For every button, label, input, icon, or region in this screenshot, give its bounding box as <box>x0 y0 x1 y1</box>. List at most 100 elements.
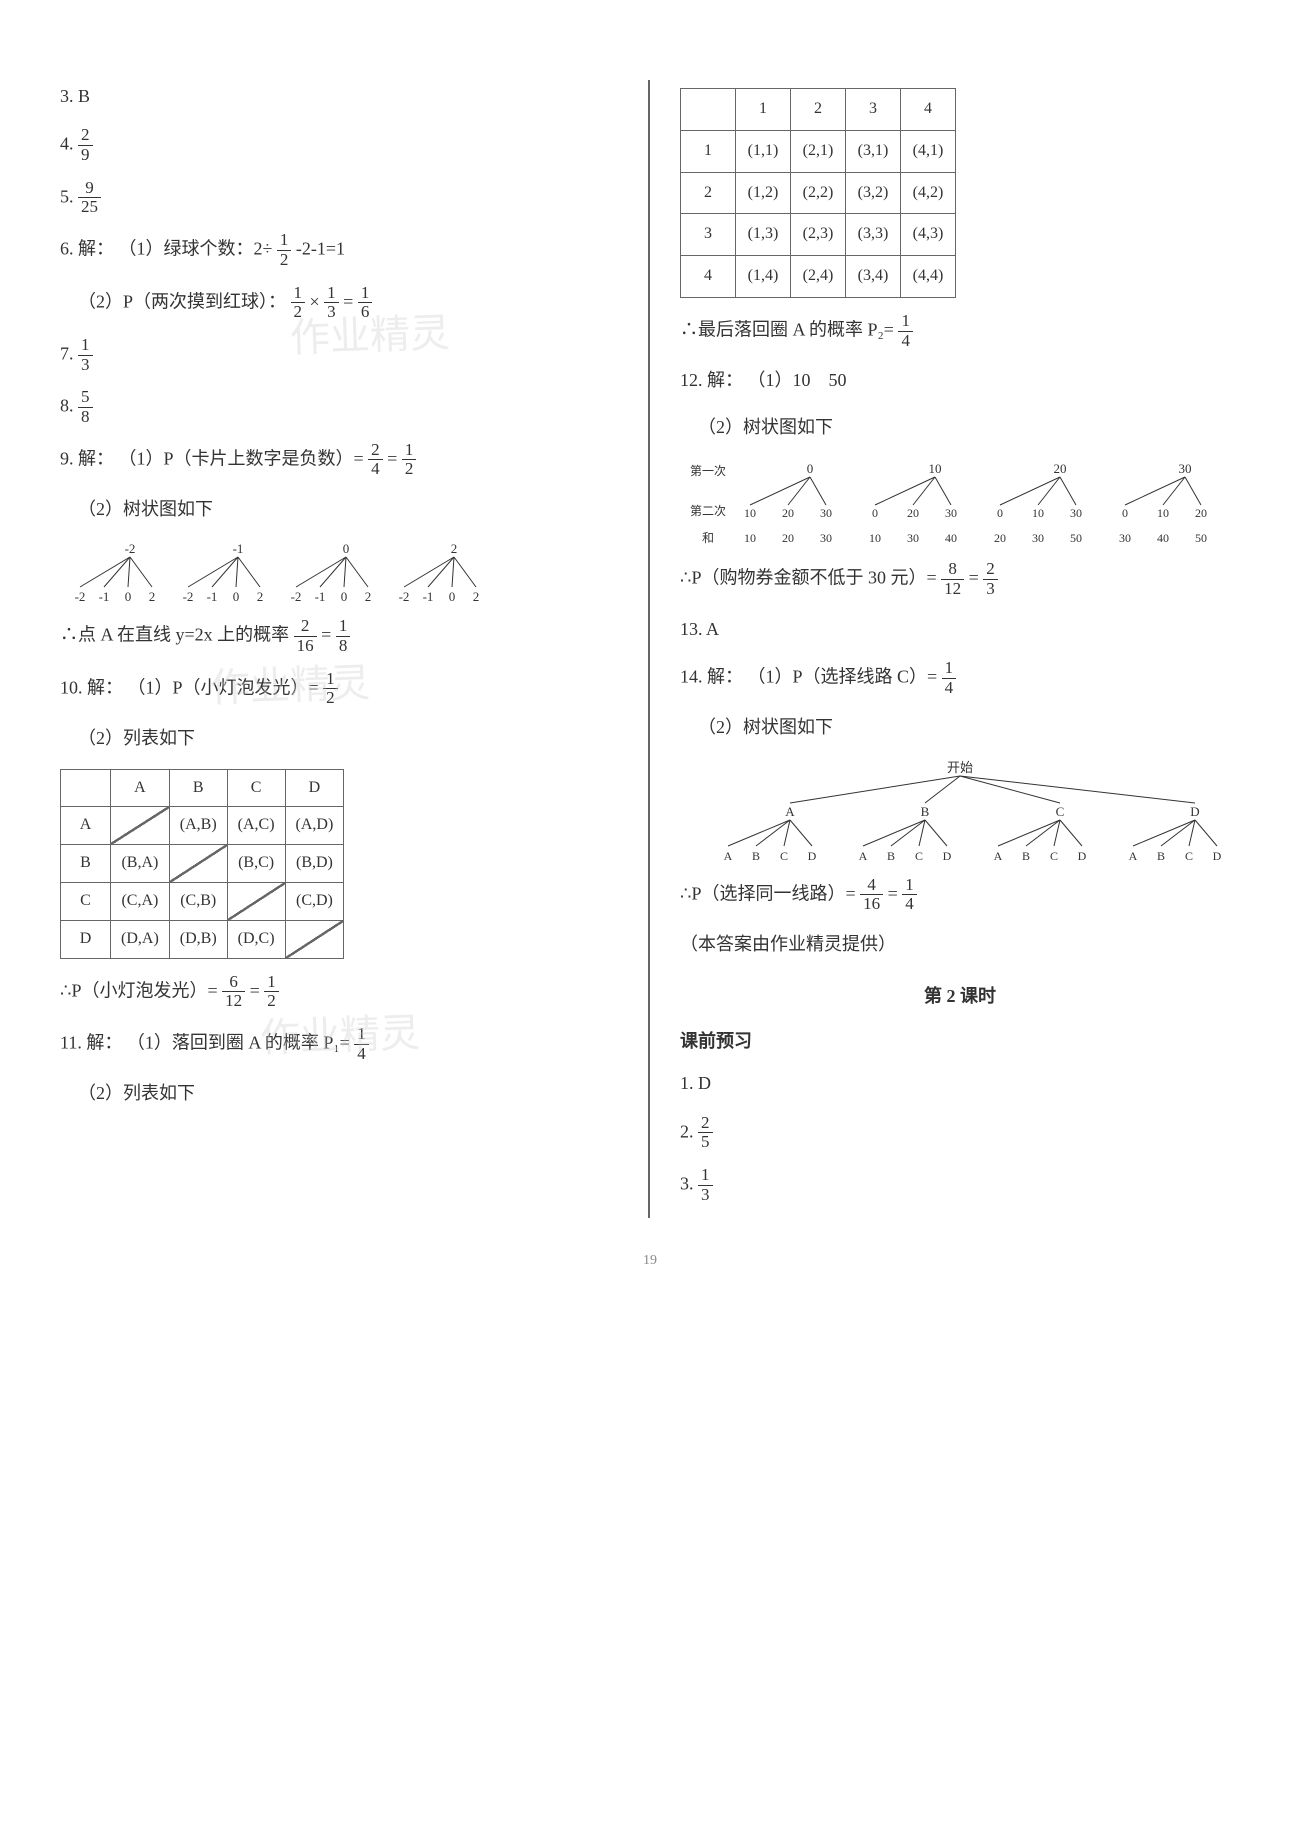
svg-text:0: 0 <box>341 589 348 604</box>
q11-1-frac: 14 <box>354 1025 369 1063</box>
svg-text:-2: -2 <box>125 541 136 556</box>
svg-text:2: 2 <box>149 589 156 604</box>
q12-conc-a: ∴P（购物券金额不低于 30 元）= <box>680 567 941 587</box>
svg-text:10: 10 <box>744 531 756 545</box>
svg-text:20: 20 <box>782 506 794 520</box>
q6-2-frac1: 12 <box>291 284 306 322</box>
q6-frac1: 12 <box>277 231 292 269</box>
q10-conclusion: ∴P（小灯泡发光）= 612 = 12 <box>60 973 618 1011</box>
svg-text:B: B <box>1022 849 1030 863</box>
svg-text:30: 30 <box>820 531 832 545</box>
p2: 2. 25 <box>680 1114 1240 1152</box>
svg-text:B: B <box>1157 849 1165 863</box>
svg-text:0: 0 <box>807 461 814 476</box>
svg-text:B: B <box>752 849 760 863</box>
svg-text:C: C <box>915 849 923 863</box>
q7-fraction: 13 <box>78 336 93 374</box>
svg-text:10: 10 <box>929 461 942 476</box>
q10-conc-frac1: 612 <box>222 973 245 1011</box>
q12-tree-diagram: 第一次第二次和010102020303010010203030402002010… <box>680 457 1240 552</box>
svg-text:40: 40 <box>945 531 957 545</box>
q4-prefix: 4. <box>60 134 78 154</box>
svg-text:30: 30 <box>1032 531 1044 545</box>
svg-text:40: 40 <box>1157 531 1169 545</box>
q14-conc-frac1: 416 <box>860 876 883 914</box>
right-column: 12341(1,1)(2,1)(3,1)(4,1)2(1,2)(2,2)(3,2… <box>680 80 1240 1218</box>
svg-text:A: A <box>994 849 1003 863</box>
svg-text:2: 2 <box>257 589 264 604</box>
svg-text:20: 20 <box>1195 506 1207 520</box>
svg-text:D: D <box>808 849 817 863</box>
p3-prefix: 3. <box>680 1173 698 1193</box>
q9-conclusion: ∴点 A 在直线 y=2x 上的概率 216 = 18 <box>60 617 618 655</box>
svg-text:-1: -1 <box>423 589 434 604</box>
svg-text:D: D <box>943 849 952 863</box>
q11-conc-frac: 14 <box>898 312 913 350</box>
q11-label: 11. 解： <box>60 1032 122 1052</box>
svg-text:-1: -1 <box>233 541 244 556</box>
q9-1-eq: = <box>387 448 402 468</box>
svg-text:-1: -1 <box>207 589 218 604</box>
svg-text:-1: -1 <box>315 589 326 604</box>
q14-conc-a: ∴P（选择同一线路）= <box>680 883 860 903</box>
svg-text:-2: -2 <box>75 589 86 604</box>
q14-conc-eq: = <box>888 883 903 903</box>
q10: 10. 解： （1）P（小灯泡发光）= 12 <box>60 670 618 708</box>
svg-text:30: 30 <box>820 506 832 520</box>
q5-prefix: 5. <box>60 186 78 206</box>
svg-text:50: 50 <box>1195 531 1207 545</box>
svg-text:10: 10 <box>869 531 881 545</box>
q5-fraction: 925 <box>78 179 101 217</box>
svg-text:20: 20 <box>1054 461 1067 476</box>
svg-text:C: C <box>1050 849 1058 863</box>
svg-text:10: 10 <box>1157 506 1169 520</box>
left-column: 3. B 4. 29 5. 925 6. 解： （1）绿球个数：2÷ 12 -2… <box>60 80 618 1218</box>
section-title: 第 2 课时 <box>680 980 1240 1012</box>
q12-conc-frac2: 23 <box>983 560 998 598</box>
p3: 3. 13 <box>680 1166 1240 1204</box>
svg-text:-1: -1 <box>99 589 110 604</box>
q9-1-frac1: 24 <box>368 441 383 479</box>
q9-conc-a: ∴点 A 在直线 y=2x 上的概率 <box>60 625 294 645</box>
svg-text:30: 30 <box>907 531 919 545</box>
q5: 5. 925 <box>60 179 618 217</box>
q14-conclusion: ∴P（选择同一线路）= 416 = 14 <box>680 876 1240 914</box>
q10-table: ABCDA(A,B)(A,C)(A,D)B(B,A)(B,C)(B,D)C(C,… <box>60 769 344 959</box>
q9-2: （2）树状图如下 <box>60 493 618 525</box>
svg-text:-2: -2 <box>399 589 410 604</box>
q7-prefix: 7. <box>60 343 78 363</box>
q12-1: （1）10 50 <box>748 370 847 390</box>
q12-conc-eq: = <box>969 567 984 587</box>
q12: 12. 解： （1）10 50 <box>680 364 1240 396</box>
q14-label: 14. 解： <box>680 666 743 686</box>
q13: 13. A <box>680 613 1240 645</box>
svg-text:D: D <box>1213 849 1222 863</box>
q9-conc-eq: = <box>321 625 336 645</box>
svg-text:A: A <box>724 849 733 863</box>
q12-conclusion: ∴P（购物券金额不低于 30 元）= 812 = 23 <box>680 560 1240 598</box>
svg-text:30: 30 <box>1119 531 1131 545</box>
svg-text:A: A <box>785 804 795 819</box>
q11-table: 12341(1,1)(2,1)(3,1)(4,1)2(1,2)(2,2)(3,2… <box>680 88 956 298</box>
q10-conc-eq: = <box>250 980 265 1000</box>
credit: （本答案由作业精灵提供） <box>680 928 1240 960</box>
p1: 1. D <box>680 1067 1240 1099</box>
svg-text:开始: 开始 <box>947 760 973 775</box>
q11: 11. 解： （1）落回到圈 A 的概率 P₁= 14 <box>60 1025 618 1063</box>
q14-conc-frac2: 14 <box>902 876 917 914</box>
svg-text:C: C <box>1185 849 1193 863</box>
svg-text:0: 0 <box>997 506 1003 520</box>
q9-1a: （1）P（卡片上数字是负数）= <box>119 448 369 468</box>
svg-text:D: D <box>1078 849 1087 863</box>
q12-2: （2）树状图如下 <box>680 411 1240 443</box>
svg-text:0: 0 <box>1122 506 1128 520</box>
q6-2-eq: = <box>343 291 353 311</box>
q8-prefix: 8. <box>60 396 78 416</box>
q9-tree-diagram: -2-2-102-1-2-1020-2-1022-2-102 <box>60 539 500 609</box>
svg-text:C: C <box>1056 804 1065 819</box>
q9-1-frac2: 12 <box>402 441 417 479</box>
q9: 9. 解： （1）P（卡片上数字是负数）= 24 = 12 <box>60 441 618 479</box>
q6-2: （2）P（两次摸到红球）： 12 × 13 = 16 <box>60 284 618 322</box>
svg-text:0: 0 <box>449 589 456 604</box>
q8: 8. 58 <box>60 388 618 426</box>
